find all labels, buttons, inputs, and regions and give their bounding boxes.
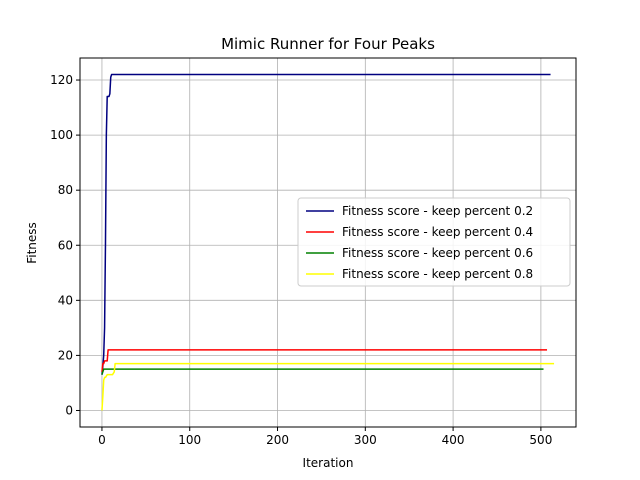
- y-tick-label: 120: [50, 73, 73, 87]
- y-tick-label: 100: [50, 128, 73, 142]
- legend-box: [297, 197, 571, 287]
- series-line-1: [101, 73, 551, 375]
- x-tick-label: 300: [354, 433, 377, 447]
- y-tick-label: 60: [58, 238, 73, 252]
- legend-label-2: Fitness score - keep percent 0.4: [342, 225, 533, 239]
- legend: Fitness score - keep percent 0.2 Fitness …: [297, 197, 571, 287]
- x-tick-label: 200: [266, 433, 289, 447]
- x-tick-label: 400: [442, 433, 465, 447]
- series-lines: [101, 73, 555, 411]
- legend-label-3: Fitness score - keep percent 0.6: [342, 246, 533, 260]
- axis-ticks: 0 100 200 300 400 500 0 20 40 60 80 100 120: [50, 73, 552, 447]
- y-tick-label: 80: [58, 183, 73, 197]
- x-tick-label: 500: [529, 433, 552, 447]
- chart-title: Mimic Runner for Four Peaks: [221, 35, 435, 53]
- x-axis-title: Iteration: [303, 456, 354, 470]
- y-axis-title: Fitness: [25, 222, 39, 264]
- series-line-2: [101, 349, 548, 373]
- series-line-4: [101, 362, 555, 411]
- legend-label-4: Fitness score - keep percent 0.8: [342, 267, 533, 281]
- y-tick-label: 40: [58, 293, 73, 307]
- y-tick-label: 0: [65, 403, 73, 417]
- series-line-3: [101, 368, 544, 375]
- x-tick-label: 0: [98, 433, 106, 447]
- plot-frame: [79, 57, 577, 428]
- y-tick-label: 20: [58, 348, 73, 362]
- legend-label-1: Fitness score - keep percent 0.2: [342, 204, 533, 218]
- x-tick-label: 100: [178, 433, 201, 447]
